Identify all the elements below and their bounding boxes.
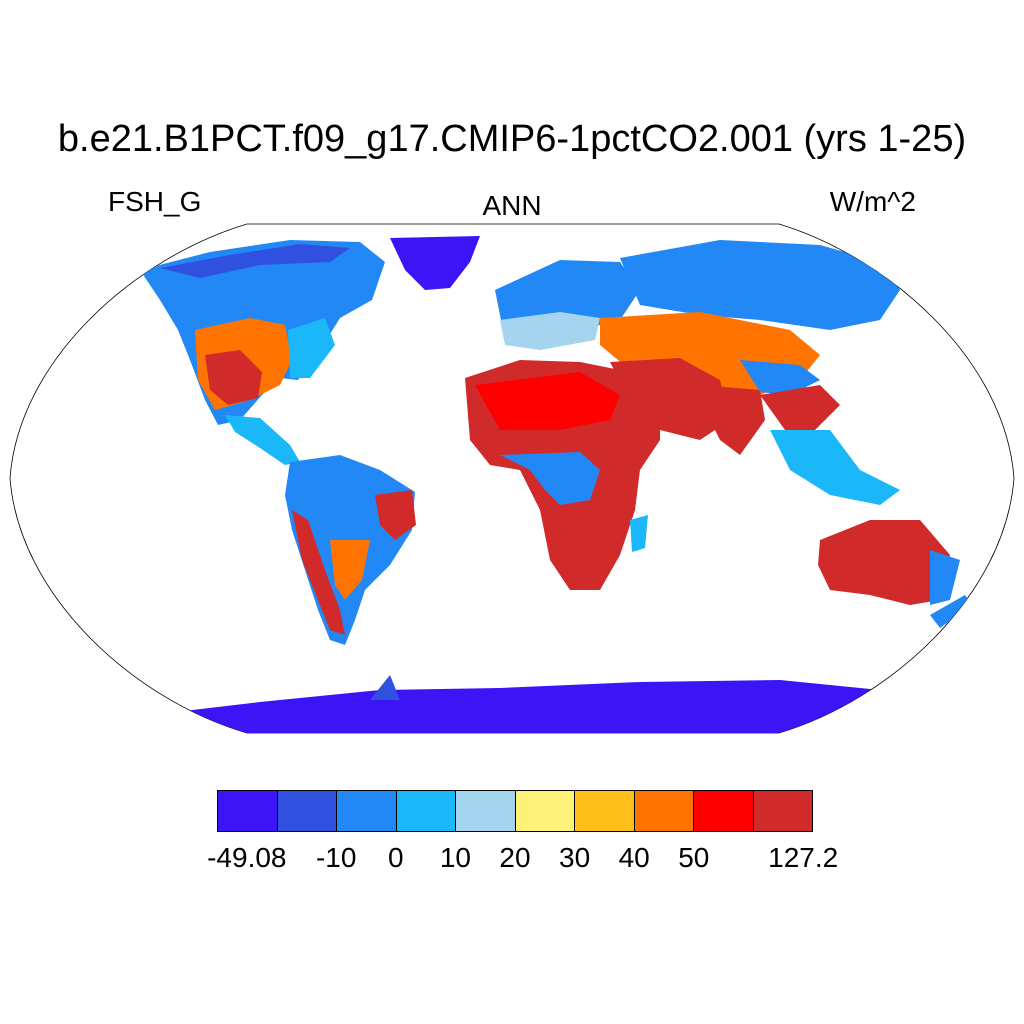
middle-east-region — [610, 358, 730, 440]
plot-title: b.e21.B1PCT.f09_g17.CMIP6-1pctCO2.001 (y… — [57, 118, 967, 160]
colorbar-box — [694, 791, 754, 831]
canada-north-region — [160, 244, 350, 278]
europe-south-region — [500, 312, 600, 350]
colorbar-box — [753, 791, 812, 831]
antarctica-region — [150, 680, 880, 733]
colorbar-box — [515, 791, 575, 831]
colorbar-tick-label: -10 — [315, 842, 357, 873]
season-label: ANN — [482, 190, 542, 221]
madagascar-region — [630, 515, 648, 552]
new-zealand-region — [930, 595, 972, 628]
central-africa-region — [500, 452, 600, 505]
colorbar-box — [277, 791, 337, 831]
variable-label: FSH_G — [108, 186, 202, 217]
east-asia-region — [760, 385, 840, 430]
siberia-region — [620, 240, 900, 330]
greenland-region — [390, 236, 480, 290]
colorbar-box — [456, 791, 516, 831]
colorbar-tick-label: 40 — [618, 842, 650, 873]
tibet-region — [740, 360, 820, 395]
us-southwest-region — [205, 350, 262, 405]
brazil-east-region — [375, 490, 416, 540]
andes-region — [292, 510, 345, 635]
colorbar-box — [396, 791, 456, 831]
colorbar-tick-label: 10 — [439, 842, 471, 873]
colorbar-tick-label: 127.2 — [768, 842, 839, 873]
units-label: W/m^2 — [829, 186, 916, 217]
africa-sahara-region — [475, 372, 620, 430]
colorbar-box — [634, 791, 694, 831]
colorbar-box — [337, 791, 397, 831]
antarctica-peninsula-region — [370, 675, 400, 700]
colorbar-tick-label: 0 — [388, 842, 404, 873]
australia-east-region — [930, 550, 960, 605]
india-region — [700, 385, 765, 455]
colorbar — [217, 790, 813, 832]
southern-africa-region — [548, 515, 615, 590]
central-america-region — [225, 415, 300, 465]
south-america-center-region — [330, 540, 370, 600]
land-regions — [140, 236, 972, 733]
colorbar-tick-label: 50 — [678, 842, 710, 873]
australia-region — [818, 520, 950, 605]
us-east-region — [288, 318, 335, 378]
colorbar-tick-label: -49.08 — [207, 842, 287, 873]
colorbar-tick-label: 20 — [499, 842, 531, 873]
colorbar-box — [575, 791, 635, 831]
colorbar-tick-label: 30 — [559, 842, 591, 873]
southeast-asia-region — [770, 430, 900, 505]
colorbar-box — [218, 791, 278, 831]
